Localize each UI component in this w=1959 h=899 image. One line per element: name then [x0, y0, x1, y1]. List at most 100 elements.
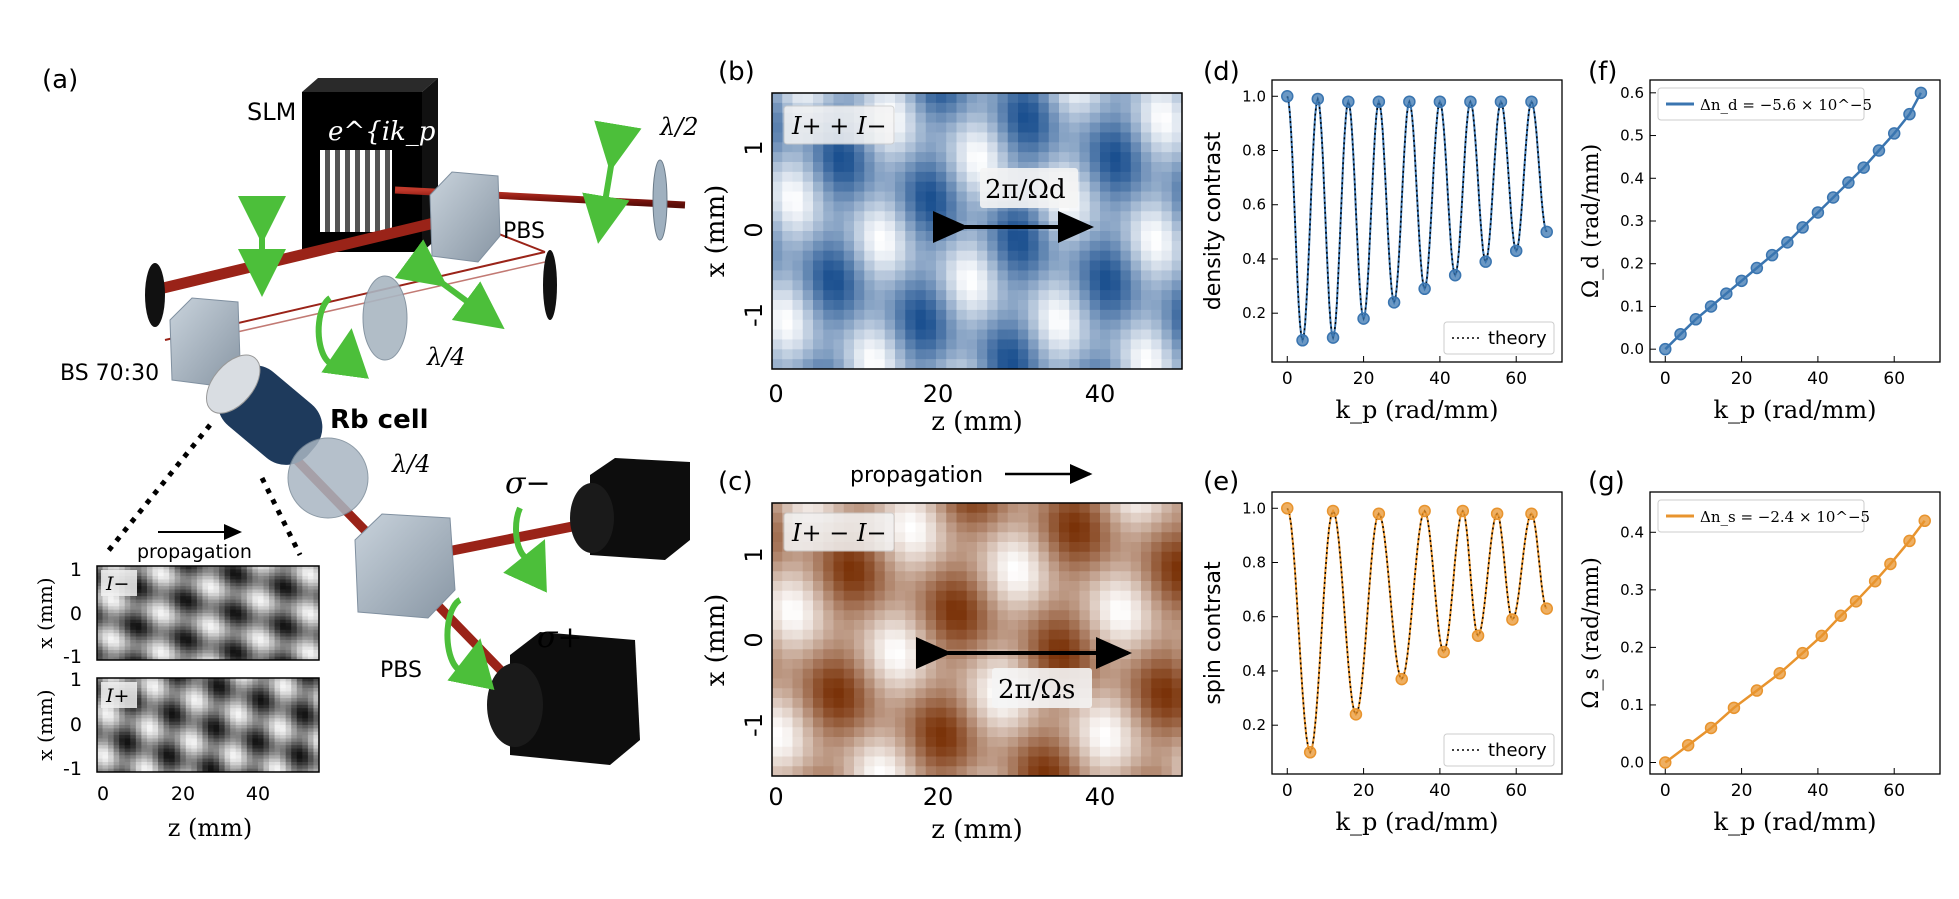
panel-c-heatmap-cell: [772, 649, 783, 660]
panel-c-heatmap-cell: [1048, 707, 1060, 719]
inset-i-minus-cell: [291, 653, 298, 658]
panel-b-heatmap-cell: [1171, 122, 1182, 134]
chart-d-ytick-label: 0.6: [1242, 196, 1266, 214]
inset-i-plus-cell: [180, 728, 187, 733]
chart-e-point: [1418, 504, 1431, 518]
inset-i-plus-cell: [119, 718, 126, 723]
panel-c-heatmap-cell: [854, 600, 865, 611]
inset-i-minus-cell: [191, 656, 198, 660]
panel-c-heatmap-cell: [1171, 756, 1182, 767]
inset-i-plus-cell: [235, 698, 242, 703]
inset-i-minus-cell: [152, 616, 159, 621]
inset-i-plus-cell: [196, 728, 204, 733]
panel-c-heatmap-cell: [1089, 522, 1101, 533]
inset-i-minus-cell: [185, 586, 192, 591]
inset-i-minus-cell: [130, 649, 137, 654]
inset-i-minus-cell: [224, 569, 231, 574]
line-charts: 0 20 40 600.20.40.60.81.0k_p (rad/mm)densit…: [1201, 79, 1941, 836]
inset-i-minus-cell: [196, 576, 204, 581]
inset-i-minus-cell: [135, 576, 142, 581]
panel-c-heatmap-cell: [1079, 503, 1091, 514]
panel-c-heatmap-cell: [1141, 542, 1152, 553]
inset-i-plus-cell: [202, 761, 209, 766]
inset-i-plus-cell: [213, 678, 220, 682]
inset-i-plus-cell: [163, 708, 170, 713]
inset-i-plus-cell: [163, 701, 170, 706]
panel-c-heatmap-cell: [905, 629, 917, 641]
inset-i-plus-cell: [191, 708, 198, 713]
panel-b-heatmap-cell: [833, 171, 845, 183]
panel-b-heatmap-cell: [1130, 211, 1142, 222]
panel-c-heatmap-cell: [1120, 503, 1132, 514]
inset-i-minus-cell: [108, 602, 115, 607]
inset-i-minus-cell: [241, 643, 248, 648]
inset-i-minus-cell: [252, 613, 259, 617]
inset-i-minus-cell: [130, 616, 137, 621]
inset-i-minus-cell: [307, 616, 315, 621]
panel-c-heatmap-cell: [782, 590, 794, 602]
inset-i-minus-cell: [313, 639, 319, 644]
panel-c-heatmap-cell: [1089, 561, 1101, 572]
panel-c-heatmap-cell: [1110, 522, 1122, 533]
inset-i-minus-cell: [302, 579, 309, 584]
inset-i-minus-cell: [208, 629, 215, 634]
inset-i-minus-cell: [124, 613, 131, 617]
panel-b-heatmap-cell: [854, 221, 865, 232]
inset-i-plus-cell: [163, 735, 170, 740]
panel-b-heatmap-cell: [1161, 349, 1173, 360]
panel-c-heatmap-cell: [1100, 737, 1111, 748]
inset-i-plus-cell: [263, 684, 270, 689]
panel-b-heatmap-cell: [1048, 231, 1060, 242]
inset-i-minus-cell: [313, 646, 319, 651]
inset-i-minus-cell: [202, 643, 209, 648]
panel-b-heatmap-cell: [772, 240, 783, 252]
inset-i-minus-cell: [307, 646, 315, 651]
inset-i-minus-cell: [202, 656, 209, 660]
panel-b-heatmap-cell: [1171, 171, 1182, 183]
panel-c-heatmap-cell: [1151, 688, 1163, 699]
panel-b-heatmap-cell: [1028, 319, 1040, 331]
panel-b-heatmap-cell: [1141, 132, 1152, 143]
inset-i-plus-cell: [130, 761, 137, 766]
panel-c-heatmap-cell: [833, 707, 845, 719]
panel-c-heatmap-cell: [915, 746, 927, 758]
inset-i-plus-cell: [219, 761, 226, 766]
inset-i-minus-cell: [196, 582, 204, 587]
panel-b-heatmap-cell: [833, 359, 845, 369]
inset-i-plus-cell: [146, 745, 154, 750]
inset-i-plus-cell: [196, 691, 204, 696]
inset-i-plus-cell: [313, 758, 319, 763]
panel-b-heatmap-cell: [905, 339, 917, 350]
panel-b-heatmap-cell: [1100, 93, 1111, 104]
panel-c-heatmap-cell: [1089, 571, 1101, 582]
inset-i-plus-cell: [213, 704, 220, 709]
inset-i-plus-cell: [202, 741, 209, 746]
panel-c-xtick-40: 40: [1085, 783, 1116, 811]
panel-c-heatmap-cell: [977, 707, 988, 719]
inset-i-plus-cell: [219, 765, 226, 770]
rb-cell-window: [206, 354, 261, 414]
panel-c-heatmap-cell: [1100, 532, 1111, 543]
inset-i-plus-cell: [213, 748, 220, 753]
panel-b-heatmap-cell: [1048, 122, 1060, 134]
inset-i-minus-cell: [274, 636, 281, 641]
chart-e-point: [1456, 504, 1470, 518]
inset-i-minus-cell: [119, 623, 126, 628]
panel-c-heatmap-cell: [1171, 532, 1182, 543]
panel-c-heatmap-cell: [1048, 503, 1060, 514]
inset-i-minus-cell: [296, 649, 303, 654]
panel-b-heatmap-cell: [772, 112, 783, 124]
panel-c-heatmap-cell: [1161, 698, 1173, 709]
inset-i-minus-cell: [246, 582, 253, 587]
inset-i-plus-cell: [302, 704, 309, 709]
panel-a: (a) SLM e^{ik_p x} PBS λ/2 λ/4 BS 70:30: [33, 65, 699, 842]
panel-c-heatmap-cell: [1151, 610, 1163, 621]
panel-c-heatmap-cell: [1141, 512, 1152, 524]
panel-b-heatmap-cell: [802, 319, 814, 331]
panel-c-heatmap-cell: [1059, 561, 1070, 572]
inset-i-minus-cell: [224, 619, 231, 624]
inset-i-plus-cell: [285, 768, 292, 772]
inset-i-minus-cell: [135, 613, 142, 617]
panel-c-heatmap-cell: [1069, 581, 1081, 592]
panel-b-heatmap-cell: [1120, 240, 1132, 252]
